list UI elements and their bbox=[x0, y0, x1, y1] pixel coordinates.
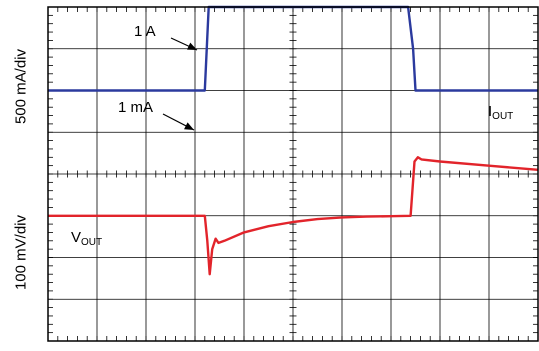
vout-label-sub: OUT bbox=[81, 237, 103, 248]
vout-trace bbox=[48, 156, 539, 276]
iout-label-main: I bbox=[488, 103, 493, 120]
arrow-1a-head bbox=[187, 42, 197, 50]
iout-label: IOUT bbox=[488, 104, 513, 122]
arrow-1ma-head bbox=[184, 122, 194, 130]
lower-y-axis-label: 100 mV/div bbox=[12, 214, 30, 291]
annotation-arrows bbox=[162, 37, 198, 131]
vout-label: VOUT bbox=[71, 230, 102, 248]
annotation-1ma: 1 mA bbox=[118, 99, 154, 116]
upper-y-axis-label: 500 mA/div bbox=[12, 48, 30, 125]
annotation-1a: 1 A bbox=[134, 23, 156, 40]
iout-label-sub: OUT bbox=[492, 111, 514, 122]
grid bbox=[47, 6, 538, 341]
vout-label-main: V bbox=[71, 229, 82, 246]
plot-frame bbox=[47, 6, 539, 342]
